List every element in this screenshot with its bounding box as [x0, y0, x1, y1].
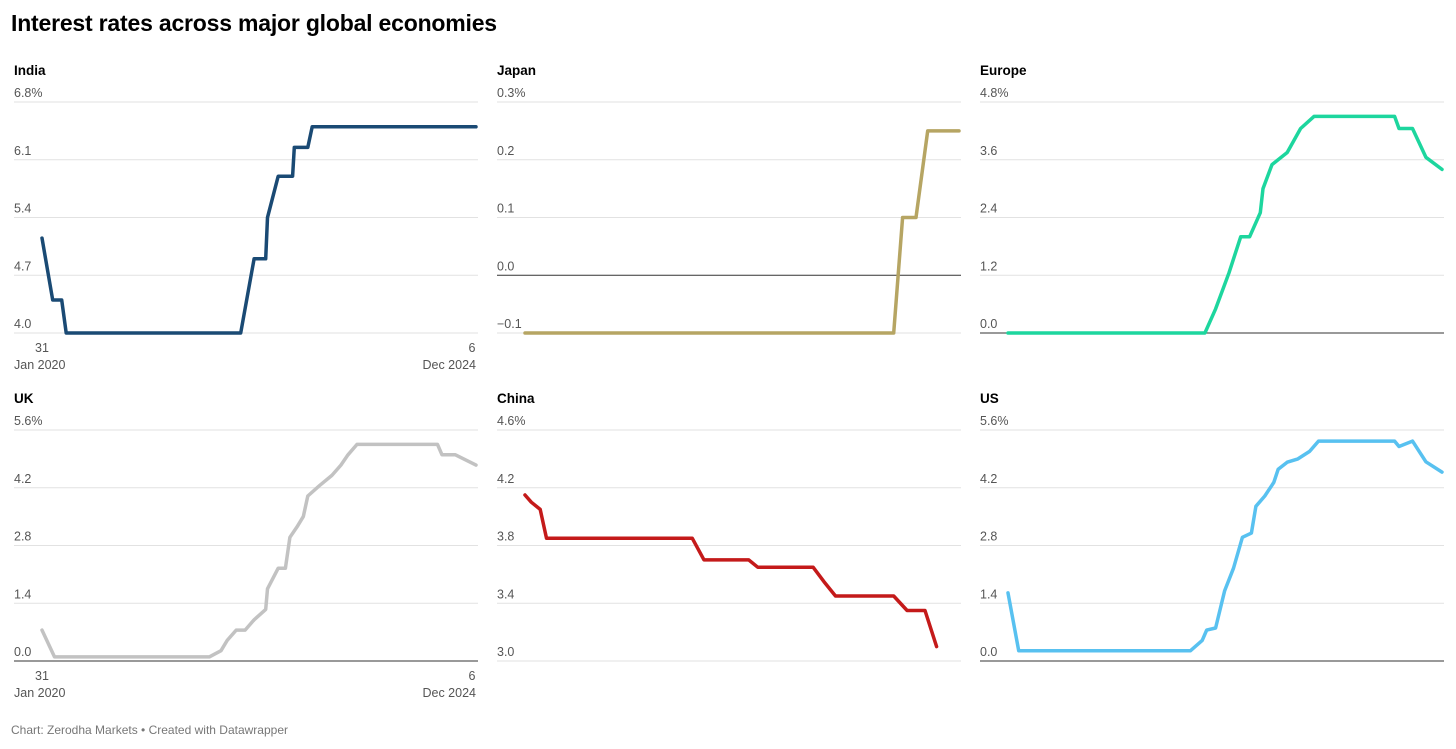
panel-title-india: India [14, 63, 46, 78]
series-line-china [523, 493, 939, 649]
panel-uk: UK 0.0 1.4 2.8 4.2 5.6% 31 Jan 2020 6 Dec 2024 [14, 391, 478, 700]
y-tick-label: 0.1 [497, 202, 514, 216]
y-tick-label: 0.3% [497, 86, 526, 100]
y-tick-label: 1.2 [980, 259, 997, 273]
y-tick-label: 3.0 [497, 645, 514, 659]
series-line-japan [523, 129, 961, 335]
chart-title: Interest rates across major global econo… [11, 10, 497, 36]
series-line-us [1006, 439, 1444, 653]
y-tick-label: 4.2 [14, 472, 31, 486]
y-tick-label: 4.6% [497, 414, 526, 428]
y-tick-label: 2.8 [14, 530, 31, 544]
chart-footer: Chart: Zerodha Markets • Created with Da… [11, 723, 288, 737]
x-tick-label: 31 [35, 341, 49, 355]
y-tick-label: 4.2 [497, 472, 514, 486]
y-tick-label: 4.7 [14, 259, 31, 273]
x-tick-label: 6 [469, 341, 476, 355]
panel-india: India 4.0 4.7 5.4 6.1 6.8% 31 Jan 2020 6 Dec 2024 [14, 63, 478, 372]
y-tick-label: 0.0 [14, 645, 31, 659]
y-tick-label: 4.2 [980, 472, 997, 486]
x-tick-label: Jan 2020 [14, 686, 65, 700]
x-tick-label: 6 [469, 669, 476, 683]
panel-europe: Europe 0.0 1.2 2.4 3.6 4.8% [980, 63, 1444, 335]
panel-title-japan: Japan [497, 63, 536, 78]
panel-japan: Japan −0.1 0.0 0.1 0.2 0.3% [497, 63, 961, 335]
y-tick-label: 3.4 [497, 587, 514, 601]
panel-title-us: US [980, 391, 999, 406]
x-tick-label: Dec 2024 [422, 686, 476, 700]
series-line-uk [40, 442, 478, 659]
y-tick-label: 2.8 [980, 530, 997, 544]
y-tick-label: 3.6 [980, 144, 997, 158]
series-line-india [40, 125, 478, 335]
panel-title-china: China [497, 391, 535, 406]
x-tick-label: Jan 2020 [14, 358, 65, 372]
y-tick-label: 5.4 [14, 202, 31, 216]
y-tick-label: 4.8% [980, 86, 1009, 100]
y-tick-label: 0.0 [497, 259, 514, 273]
y-tick-label: 2.4 [980, 202, 997, 216]
y-tick-label: 0.2 [497, 144, 514, 158]
y-tick-label: −0.1 [497, 317, 522, 331]
panel-title-europe: Europe [980, 63, 1027, 78]
y-tick-label: 0.0 [980, 645, 997, 659]
y-tick-label: 0.0 [980, 317, 997, 331]
x-tick-label: 31 [35, 669, 49, 683]
panel-title-uk: UK [14, 391, 34, 406]
y-tick-label: 1.4 [14, 587, 31, 601]
y-tick-label: 4.0 [14, 317, 31, 331]
x-tick-label: Dec 2024 [422, 358, 476, 372]
panel-us: US 0.0 1.4 2.8 4.2 5.6% [980, 391, 1444, 662]
y-tick-label: 3.8 [497, 530, 514, 544]
panel-china: China 3.0 3.4 3.8 4.2 4.6% [497, 391, 961, 662]
y-tick-label: 1.4 [980, 587, 997, 601]
y-tick-label: 6.1 [14, 144, 31, 158]
y-tick-label: 5.6% [14, 414, 43, 428]
y-tick-label: 6.8% [14, 86, 43, 100]
series-line-europe [1006, 114, 1444, 335]
y-tick-label: 5.6% [980, 414, 1009, 428]
